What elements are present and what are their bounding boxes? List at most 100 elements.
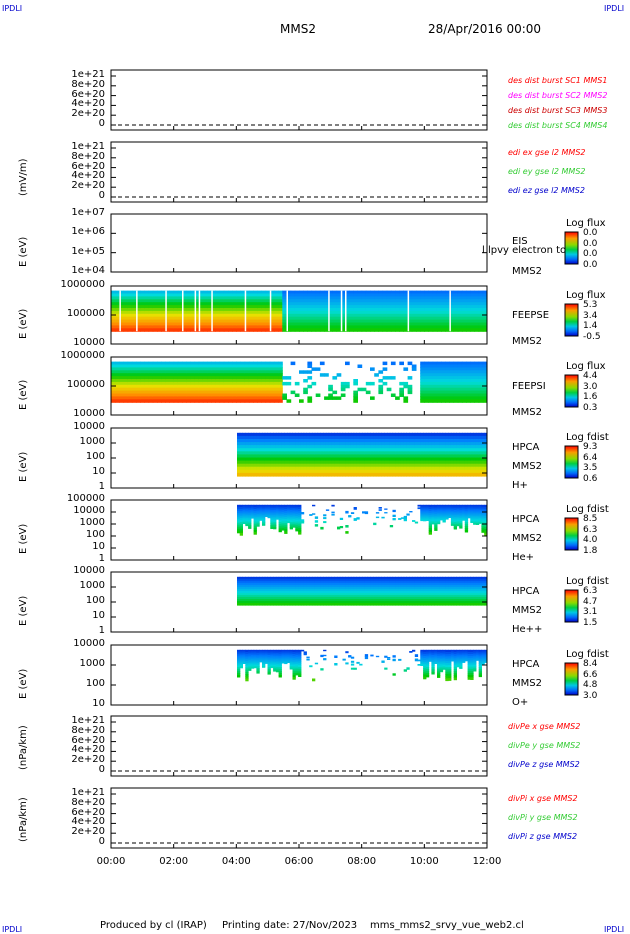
spectrogram-cell <box>481 445 485 449</box>
spectrogram-cell <box>350 582 355 586</box>
spectrogram-cell <box>256 442 260 446</box>
spectrogram-cell <box>325 442 330 446</box>
spectrogram-cell <box>481 466 485 471</box>
spectrogram-cell <box>115 296 120 300</box>
spectrogram-cell <box>237 448 241 452</box>
spectrogram-cell <box>284 463 288 468</box>
spectrogram-cell <box>245 518 249 521</box>
spectrogram-cell <box>420 432 424 437</box>
spectrogram-cell <box>473 457 477 462</box>
spectrogram-cell <box>441 376 446 380</box>
spectrogram-cell <box>478 463 482 468</box>
spectrogram-cell <box>323 580 327 584</box>
spectrogram-cell <box>392 466 396 471</box>
spectrogram-cell <box>198 384 204 389</box>
spectrogram-cell <box>281 590 285 594</box>
spectrogram-cell <box>370 592 374 596</box>
spectrogram-cell <box>253 325 258 329</box>
spectrogram-cell <box>267 510 271 512</box>
spectrogram-cell <box>367 603 371 606</box>
spectrogram-cell <box>262 515 266 518</box>
spectrogram-cell <box>362 466 366 471</box>
spectrogram-cell <box>239 590 243 594</box>
spectrogram-cell <box>434 442 438 446</box>
spectrogram-cell <box>245 506 249 509</box>
spectrogram-cell <box>370 586 374 590</box>
spectrogram-cell <box>317 603 321 606</box>
spectrogram-cell <box>298 439 302 443</box>
spectrogram-cell <box>331 463 335 468</box>
spectrogram-cell <box>287 442 291 446</box>
spectrogram-cell <box>350 451 355 455</box>
spectrogram-cell <box>417 466 421 471</box>
spectrogram-cell <box>287 508 291 511</box>
spectrogram-cell <box>337 596 341 600</box>
spectrogram-cell <box>177 396 183 400</box>
spectrogram-cell <box>284 435 288 440</box>
spectrogram-cell <box>456 521 460 524</box>
corner-label: IPDLI <box>2 4 23 13</box>
spectrogram-cell <box>425 442 430 446</box>
spectrogram-cell <box>198 373 204 377</box>
spectrogram-cell <box>269 310 275 315</box>
spectrogram-cell <box>259 594 263 598</box>
spectrogram-cell <box>282 293 287 297</box>
spectrogram-cell <box>267 469 271 474</box>
spectrogram-cell <box>432 387 438 392</box>
spectrogram-cell <box>144 310 150 315</box>
spectrogram-cell <box>253 506 257 510</box>
spectrogram-cell <box>345 305 350 309</box>
spectrogram-cell <box>239 507 243 510</box>
spectrogram-cell <box>273 584 277 588</box>
spectrogram-cell <box>464 451 469 455</box>
spectrogram-cell <box>411 308 417 312</box>
spectrogram-cell <box>232 379 237 383</box>
spectrogram-cell <box>345 510 349 514</box>
spectrogram-cell <box>340 381 346 386</box>
spectrogram-cell <box>312 601 316 604</box>
spectrogram-cell <box>309 445 313 449</box>
spectrogram-cell <box>317 445 321 449</box>
spectrogram-cell <box>264 584 268 588</box>
spectrogram-cell <box>361 296 367 300</box>
spectrogram-cell <box>256 435 260 440</box>
spectrogram-cell <box>245 460 249 465</box>
spectrogram-cell <box>256 601 260 604</box>
spectrogram-cell <box>457 316 463 321</box>
spectrogram-cell <box>362 445 366 449</box>
spectrogram-cell <box>215 399 221 403</box>
spectrogram-cell <box>262 454 266 459</box>
spectrogram-cell <box>478 322 484 326</box>
spectrogram-cell <box>232 322 237 326</box>
spectrogram-cell <box>406 460 410 465</box>
spectrogram-cell <box>165 299 170 303</box>
spectrogram-cell <box>177 316 183 321</box>
spectrogram-cell <box>140 376 145 380</box>
spectrogram-cell <box>248 396 254 400</box>
spectrogram-cell <box>473 521 477 524</box>
spectrogram-cell <box>198 390 204 395</box>
spectrogram-cell <box>356 432 360 437</box>
spectrogram-cell <box>303 588 307 592</box>
spectrogram-cell <box>186 376 191 380</box>
spectrogram-cell <box>173 322 179 326</box>
spectrogram-cell <box>323 432 327 437</box>
spectrogram-cell <box>298 515 302 518</box>
spectrogram-cell <box>450 512 455 515</box>
spectrogram-cell <box>264 514 268 517</box>
spectrogram-cell <box>289 445 293 449</box>
spectrogram-cell <box>448 507 452 509</box>
spectrogram-cell <box>478 290 484 295</box>
spectrogram-cell <box>484 435 488 440</box>
spectrogram-cell <box>157 370 162 374</box>
spectrogram-cell <box>298 603 302 606</box>
spectrogram-cell <box>337 439 341 443</box>
spectrogram-cell <box>239 504 243 508</box>
spectrogram-cell <box>340 310 346 315</box>
spectrogram-cell <box>475 457 480 462</box>
spectrogram-cell <box>169 399 175 403</box>
spectrogram-cell <box>482 370 488 374</box>
spectrogram-cell <box>357 328 363 332</box>
spectrogram-cell <box>273 599 277 602</box>
spectrogram-cell <box>373 432 377 437</box>
